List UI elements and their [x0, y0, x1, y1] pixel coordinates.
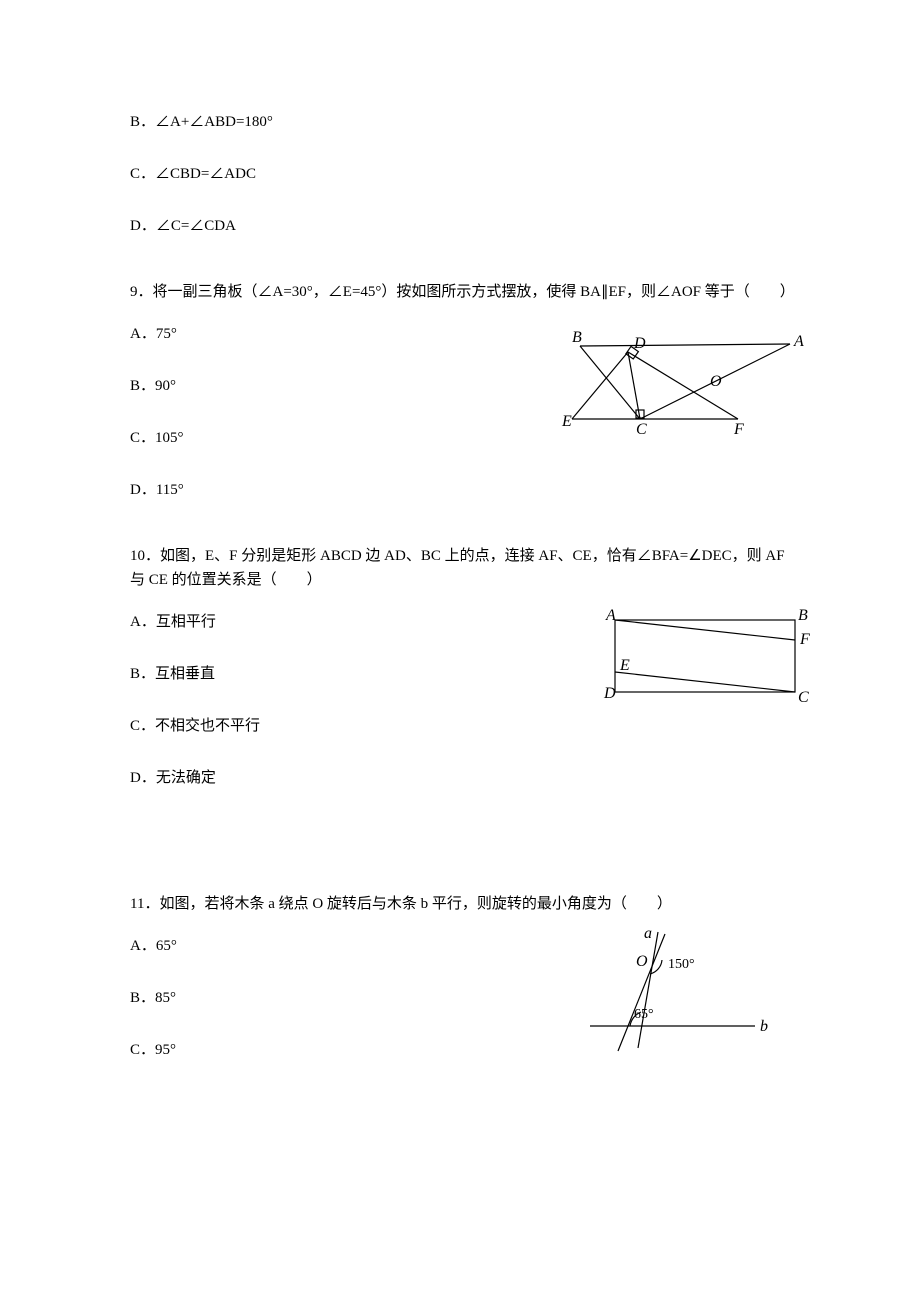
q10-label-E: E	[619, 657, 630, 674]
q10-stem: 10．如图，E、F 分别是矩形 ABCD 边 AD、BC 上的点，连接 AF、C…	[130, 544, 790, 592]
q9-label-F: F	[733, 421, 744, 436]
q10-option-d: D．无法确定	[130, 766, 790, 790]
q8-option-d: D．∠C=∠CDA	[130, 214, 790, 238]
q9-stem: 9．将一副三角板（∠A=30°，∠E=45°）按如图所示方式摆放，使得 BA∥E…	[130, 280, 790, 304]
q9-label-A: A	[793, 333, 804, 350]
q8-option-c: C．∠CBD=∠ADC	[130, 162, 790, 186]
q10-label-B: B	[798, 608, 808, 624]
q11-label-150: 150°	[668, 957, 695, 972]
page-container: B．∠A+∠ABD=180° C．∠CBD=∠ADC D．∠C=∠CDA 9．将…	[0, 0, 920, 1302]
q10-label-C: C	[798, 689, 809, 706]
question-10: 10．如图，E、F 分别是矩形 ABCD 边 AD、BC 上的点，连接 AF、C…	[130, 544, 790, 790]
q9-figure: B A D O E C F	[550, 326, 810, 436]
q10-figure: A B F E D C	[590, 608, 820, 708]
q10-label-A: A	[605, 608, 616, 624]
q11-stem: 11．如图，若将木条 a 绕点 O 旋转后与木条 b 平行，则旋转的最小角度为（…	[130, 892, 790, 916]
q11-figure: a O 150° 65° b	[580, 926, 780, 1056]
q10-label-F: F	[799, 631, 810, 648]
question-9: 9．将一副三角板（∠A=30°，∠E=45°）按如图所示方式摆放，使得 BA∥E…	[130, 280, 790, 502]
q11-label-a: a	[644, 926, 652, 942]
q9-option-d: D．115°	[130, 478, 790, 502]
q10-option-c: C．不相交也不平行	[130, 714, 790, 738]
q10-label-D: D	[603, 685, 616, 702]
question-11: 11．如图，若将木条 a 绕点 O 旋转后与木条 b 平行，则旋转的最小角度为（…	[130, 892, 790, 1062]
q9-label-D: D	[633, 335, 646, 352]
q9-label-E: E	[561, 413, 572, 430]
q9-label-C: C	[636, 421, 647, 436]
spacer	[130, 832, 790, 892]
q11-label-b: b	[760, 1018, 768, 1035]
q11-label-O: O	[636, 953, 648, 970]
q9-label-O: O	[710, 373, 722, 390]
q11-label-65: 65°	[634, 1007, 654, 1022]
q8-option-b: B．∠A+∠ABD=180°	[130, 110, 790, 134]
q9-label-B: B	[572, 329, 582, 346]
